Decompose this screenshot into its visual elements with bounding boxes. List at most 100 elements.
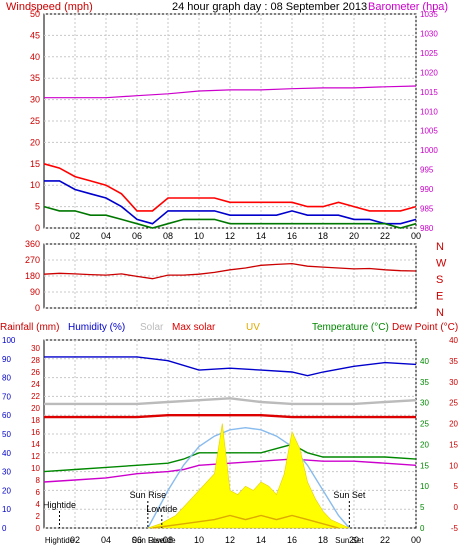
- humidity-tick-label: 10: [2, 505, 11, 514]
- direction-tick-label: 0: [35, 303, 40, 313]
- rain-tick-label: 12: [31, 452, 40, 461]
- humidity-tick-label: 30: [2, 468, 11, 477]
- wind-x-tick-label: 06: [132, 231, 142, 241]
- rain-tick-label: 22: [31, 392, 40, 401]
- rain-tick-label: 30: [31, 344, 40, 353]
- barometer-tick-label: 1025: [420, 49, 438, 58]
- climate-x-tick-label: 08: [163, 535, 173, 545]
- series-max_solar_line: [44, 414, 416, 419]
- direction-tick-label: 180: [25, 271, 40, 281]
- bottom-event-label: Sun Rise: [132, 536, 165, 545]
- wind-x-tick-label: 18: [318, 231, 328, 241]
- wind-tick-label: 45: [30, 30, 40, 40]
- climate-x-ticks: 02 04 06 08 10 12 14 16 18 20 22 00: [70, 535, 421, 545]
- wind-tick-label: 30: [30, 95, 40, 105]
- barometer-tick-label: 985: [420, 205, 434, 214]
- direction-tick-label: 360: [25, 239, 40, 249]
- climate-series: [43, 356, 417, 529]
- direction-tick-label: 90: [30, 287, 40, 297]
- temperature-tick-label: 20: [449, 420, 458, 429]
- series-max_solar_curve: [147, 426, 350, 529]
- humidity-tick-label: 80: [2, 374, 11, 383]
- temperature-tick-label: 0: [454, 503, 459, 512]
- barometer-y-right-ticks: 980 985 990 995 1000 1005 1010 1015 1020 1025 1030…: [420, 10, 438, 233]
- wind-tick-label: 25: [30, 116, 40, 126]
- rain-tick-label: 14: [31, 440, 40, 449]
- bottom-event-label: Hightide: [45, 536, 75, 545]
- chart-title: 24 hour graph day : 08 September 2013: [172, 1, 367, 13]
- wind-y-left-ticks: 0 5 10 15 20 25 30 35 40 45 50: [30, 9, 40, 233]
- climate-grid: [44, 339, 417, 529]
- rain-tick-label: 0: [36, 524, 41, 533]
- wind-tick-label: 35: [30, 73, 40, 83]
- rain-tick-label: 28: [31, 356, 40, 365]
- temp-solar-y-ticks: 0 5 10 15 20 25 30 35 40 -5 0 5 10 15 20 25 30 35 40: [420, 336, 459, 533]
- barometer-tick-label: 1030: [420, 29, 438, 38]
- wind-x-ticks: 02 04 06 08 10 12 14 16 18 20 22 00: [70, 231, 421, 241]
- climate-x-tick-label: 04: [101, 535, 111, 545]
- wind-tick-label: 5: [35, 202, 40, 212]
- barometer-tick-label: 1010: [420, 107, 438, 116]
- rain-tick-label: 6: [36, 488, 41, 497]
- series-humidity: [44, 356, 417, 377]
- solar-tick-label: 0: [420, 524, 425, 533]
- temperature-tick-label: 35: [449, 357, 458, 366]
- direction-series: [43, 262, 417, 280]
- wind-x-tick-label: 04: [101, 231, 111, 241]
- compass-label: E: [436, 291, 443, 303]
- wind-grid: [44, 13, 417, 229]
- wind-axis-label: Windspeed (mph): [6, 1, 93, 13]
- annotation-label: Sun Set: [333, 490, 366, 500]
- barometer-tick-label: 1015: [420, 88, 438, 97]
- barometer-tick-label: 1020: [420, 68, 438, 77]
- rain-tick-label: 20: [31, 404, 40, 413]
- legend-label: Temperature (°C): [312, 322, 389, 333]
- legend-label: UV: [246, 322, 260, 333]
- series-uv: [152, 514, 339, 529]
- wind-x-tick-label: 08: [163, 231, 173, 241]
- wind-tick-label: 20: [30, 137, 40, 147]
- compass-label: N: [436, 241, 444, 253]
- wind-tick-label: 40: [30, 52, 40, 62]
- rain-tick-label: 8: [36, 476, 41, 485]
- humidity-tick-label: 70: [2, 392, 11, 401]
- solar-tick-label: 15: [420, 461, 429, 470]
- wind-x-tick-label: 12: [225, 231, 235, 241]
- humidity-tick-label: 50: [2, 430, 11, 439]
- legend-label: Rainfall (mm): [0, 322, 59, 333]
- humidity-tick-label: 40: [2, 449, 11, 458]
- barometer-tick-label: 980: [420, 224, 434, 233]
- series-direction: [43, 262, 417, 280]
- temperature-tick-label: 10: [449, 461, 458, 470]
- series-dew_point: [43, 458, 417, 483]
- temperature-tick-label: -5: [451, 524, 459, 533]
- barometer-tick-label: 995: [420, 166, 434, 175]
- solar-tick-label: 35: [420, 378, 429, 387]
- climate-panel: 0102030405060708090100024681012141618202…: [0, 322, 459, 545]
- rain-tick-label: 16: [31, 428, 40, 437]
- solar-tick-label: 5: [420, 503, 425, 512]
- climate-x-tick-label: 18: [318, 535, 328, 545]
- barometer-axis-label: Barometer (hpa): [368, 1, 448, 13]
- wind-tick-label: 10: [30, 180, 40, 190]
- annotation-label: Hightide: [43, 500, 76, 510]
- humidity-tick-label: 20: [2, 486, 11, 495]
- humidity-tick-label: 100: [2, 336, 16, 345]
- series-solar_grey_line: [44, 397, 417, 406]
- series-barometer: [44, 85, 417, 99]
- wind-x-tick-label: 22: [380, 231, 390, 241]
- solar-tick-label: 25: [420, 420, 429, 429]
- temperature-tick-label: 40: [449, 336, 458, 345]
- series-gust: [43, 163, 417, 212]
- humidity-tick-label: 90: [2, 355, 11, 364]
- solar-tick-label: 20: [420, 440, 429, 449]
- legend-label: Humidity (%): [68, 322, 125, 333]
- wind-x-tick-label: 16: [287, 231, 297, 241]
- wind-x-tick-label: 02: [70, 231, 80, 241]
- series-speed: [44, 180, 417, 225]
- temperature-tick-label: 15: [449, 440, 458, 449]
- compass-label: N: [436, 307, 444, 319]
- humidity-tick-label: 0: [2, 524, 7, 533]
